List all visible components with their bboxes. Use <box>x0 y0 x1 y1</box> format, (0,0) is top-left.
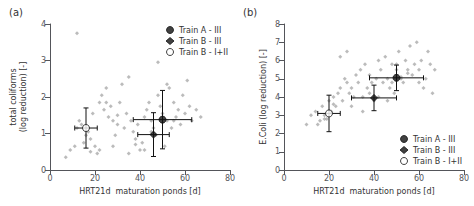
svg-text:HRT21d maturation ponds [d]: HRT21d maturation ponds [d] <box>313 187 434 196</box>
svg-text:(b): (b) <box>243 7 257 18</box>
svg-text:20: 20 <box>324 174 334 183</box>
svg-text:0: 0 <box>281 174 286 183</box>
svg-text:8: 8 <box>275 20 280 29</box>
svg-text:60: 60 <box>414 174 424 183</box>
svg-text:7: 7 <box>275 38 280 47</box>
svg-text:(log reduction) [-]: (log reduction) [-] <box>19 62 28 133</box>
svg-text:5: 5 <box>275 74 280 83</box>
svg-text:Train B - I+II: Train B - I+II <box>178 48 228 57</box>
svg-text:Train A - III: Train A - III <box>412 135 455 144</box>
svg-text:3: 3 <box>41 56 46 65</box>
svg-text:Train A - III: Train A - III <box>178 26 221 35</box>
svg-text:(a): (a) <box>9 7 23 18</box>
svg-text:2: 2 <box>275 129 280 138</box>
svg-text:6: 6 <box>275 56 280 65</box>
svg-text:2: 2 <box>41 93 46 102</box>
svg-text:1: 1 <box>275 147 280 156</box>
svg-text:1: 1 <box>41 129 46 138</box>
svg-text:HRT21d maturation ponds [d]: HRT21d maturation ponds [d] <box>79 187 200 196</box>
svg-text:Train B - III: Train B - III <box>412 146 455 155</box>
svg-text:0: 0 <box>47 174 52 183</box>
svg-text:20: 20 <box>90 174 100 183</box>
svg-text:Train B - III: Train B - III <box>178 37 221 46</box>
svg-text:3: 3 <box>275 111 280 120</box>
svg-text:Train B - I+II: Train B - I+II <box>412 157 462 166</box>
svg-text:60: 60 <box>180 174 190 183</box>
svg-text:4: 4 <box>41 20 46 29</box>
svg-text:80: 80 <box>225 174 235 183</box>
svg-text:E.Coli (log reduction) [-]: E.Coli (log reduction) [-] <box>259 49 268 145</box>
svg-text:total coliforms: total coliforms <box>9 68 18 125</box>
svg-text:0: 0 <box>275 166 280 175</box>
svg-text:40: 40 <box>369 174 379 183</box>
svg-text:4: 4 <box>275 93 280 102</box>
svg-text:0: 0 <box>41 166 46 175</box>
svg-text:40: 40 <box>135 174 145 183</box>
svg-text:80: 80 <box>459 174 469 183</box>
